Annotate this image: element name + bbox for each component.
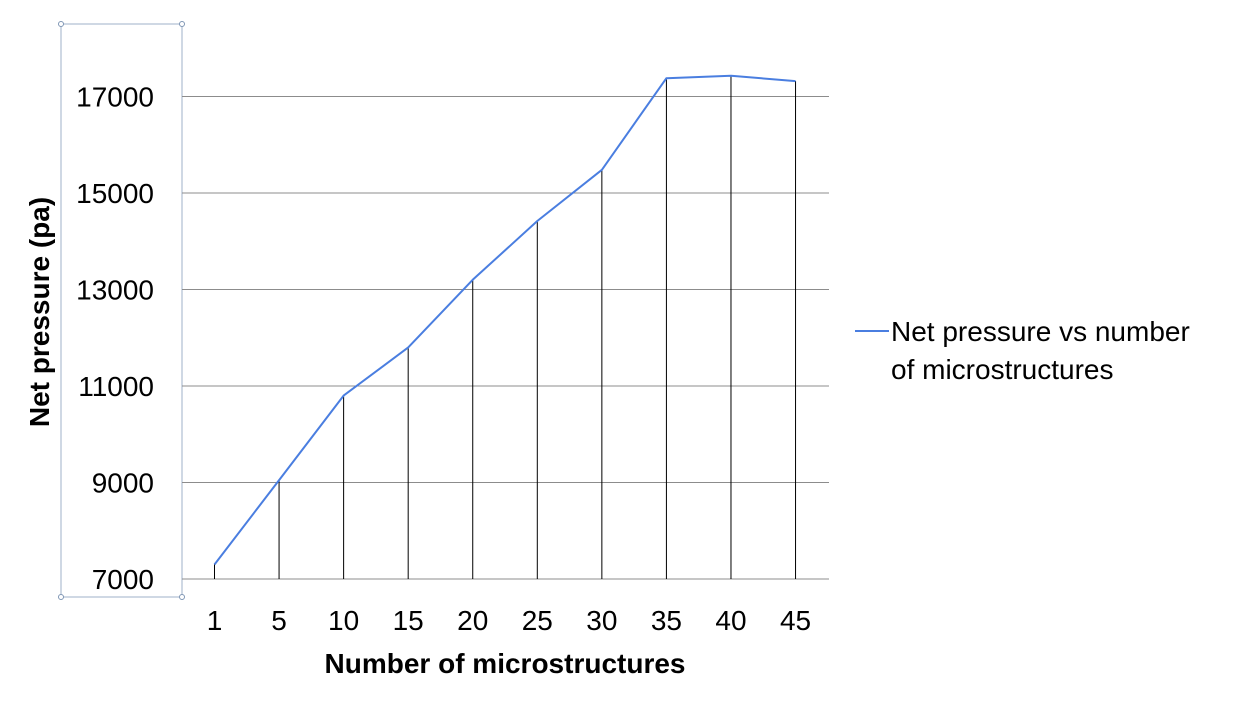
selection-frame-rect: [60, 23, 183, 598]
y-axis-title[interactable]: Net pressure (pa): [24, 197, 55, 427]
series-line[interactable]: [213, 74, 796, 566]
y-tick-label: 15000: [76, 178, 154, 209]
x-tick-labels: 1 5 10 15 20 25 30 35 40 45: [207, 605, 811, 636]
x-tick-label: 1: [207, 605, 223, 636]
selection-handle[interactable]: [58, 21, 64, 27]
y-tick-label: 17000: [76, 82, 154, 113]
x-tick-label: 20: [457, 605, 488, 636]
y-tick-labels: 7000 9000 11000 13000 15000 17000: [76, 82, 154, 596]
x-tick-label: 45: [780, 605, 811, 636]
series-lines: [213, 74, 796, 566]
x-tick-label: 30: [586, 605, 617, 636]
selection-handle[interactable]: [179, 594, 185, 600]
drop-lines: [214, 75, 797, 579]
gridlines: [182, 96, 829, 580]
y-tick-label: 13000: [76, 275, 154, 306]
legend-label-line-1: Net pressure vs number: [891, 316, 1190, 347]
x-tick-label: 25: [522, 605, 553, 636]
selection-handle[interactable]: [58, 594, 64, 600]
x-tick-label: 40: [715, 605, 746, 636]
selection-handle[interactable]: [179, 21, 185, 27]
y-tick-label: 11000: [78, 371, 154, 402]
legend[interactable]: Net pressure vs number of microstructure…: [855, 316, 1190, 385]
x-tick-label: 10: [328, 605, 359, 636]
legend-label-line-2: of microstructures: [891, 354, 1114, 385]
y-tick-label: 9000: [92, 468, 154, 499]
x-tick-label: 5: [271, 605, 287, 636]
axis-title-selection-frame[interactable]: [58, 21, 185, 600]
x-tick-label: 15: [393, 605, 424, 636]
y-tick-label: 7000: [92, 564, 154, 595]
x-tick-label: 35: [651, 605, 682, 636]
x-axis-title[interactable]: Number of microstructures: [325, 648, 686, 679]
